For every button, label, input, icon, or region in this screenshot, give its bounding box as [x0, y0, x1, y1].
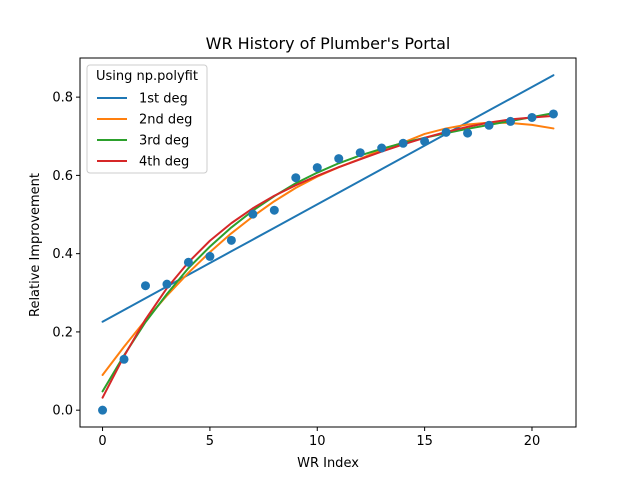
data-point	[248, 209, 258, 219]
data-point	[398, 138, 408, 148]
data-point	[441, 127, 451, 137]
y-tick-label: 0.2	[52, 325, 73, 340]
data-point	[377, 143, 387, 153]
x-tick-label: 10	[309, 434, 326, 449]
data-point	[355, 148, 365, 158]
data-point	[269, 205, 279, 215]
data-point	[162, 279, 172, 289]
data-point	[140, 281, 150, 291]
plot-area	[98, 74, 558, 415]
x-tick-label: 5	[206, 434, 214, 449]
x-tick-label: 20	[524, 434, 541, 449]
x-tick-label: 15	[416, 434, 433, 449]
data-point	[527, 112, 537, 122]
data-point	[119, 354, 129, 364]
y-tick-label: 0.6	[52, 169, 73, 184]
legend-title: Using np.polyfit	[96, 69, 198, 84]
series-line-4	[101, 114, 555, 399]
data-point	[226, 235, 236, 245]
data-point	[484, 120, 494, 130]
y-tick-label: 0.8	[52, 91, 73, 106]
chart-title: WR History of Plumber's Portal	[206, 34, 451, 53]
axes-frame	[79, 57, 577, 428]
data-point	[506, 116, 516, 126]
data-point	[548, 109, 558, 119]
x-tick-label: 0	[98, 434, 106, 449]
data-point	[98, 405, 108, 415]
legend: Using np.polyfit 1st deg 2nd deg 3rd deg 4th…	[86, 64, 208, 174]
legend-label-1: 1st deg	[139, 92, 188, 107]
legend-label-3: 3rd deg	[139, 134, 189, 149]
legend-box	[86, 64, 208, 174]
data-point	[463, 128, 473, 138]
data-point	[205, 251, 215, 261]
y-tick-label: 0.4	[52, 247, 73, 262]
data-point	[334, 154, 344, 164]
x-axis-label: WR Index	[297, 456, 359, 471]
axes: 0 5 10 15 20 0.0 0.2 0.4 0.6 0.8	[52, 57, 577, 449]
y-axis-label: Relative Improvement	[28, 173, 43, 317]
series-line-3	[101, 112, 555, 393]
y-tick-label: 0.0	[52, 404, 73, 419]
data-point	[291, 173, 301, 183]
data-point	[312, 163, 322, 173]
data-point	[420, 136, 430, 146]
data-point	[183, 257, 193, 267]
legend-label-2: 2nd deg	[139, 113, 192, 128]
legend-label-4: 4th deg	[139, 155, 189, 170]
